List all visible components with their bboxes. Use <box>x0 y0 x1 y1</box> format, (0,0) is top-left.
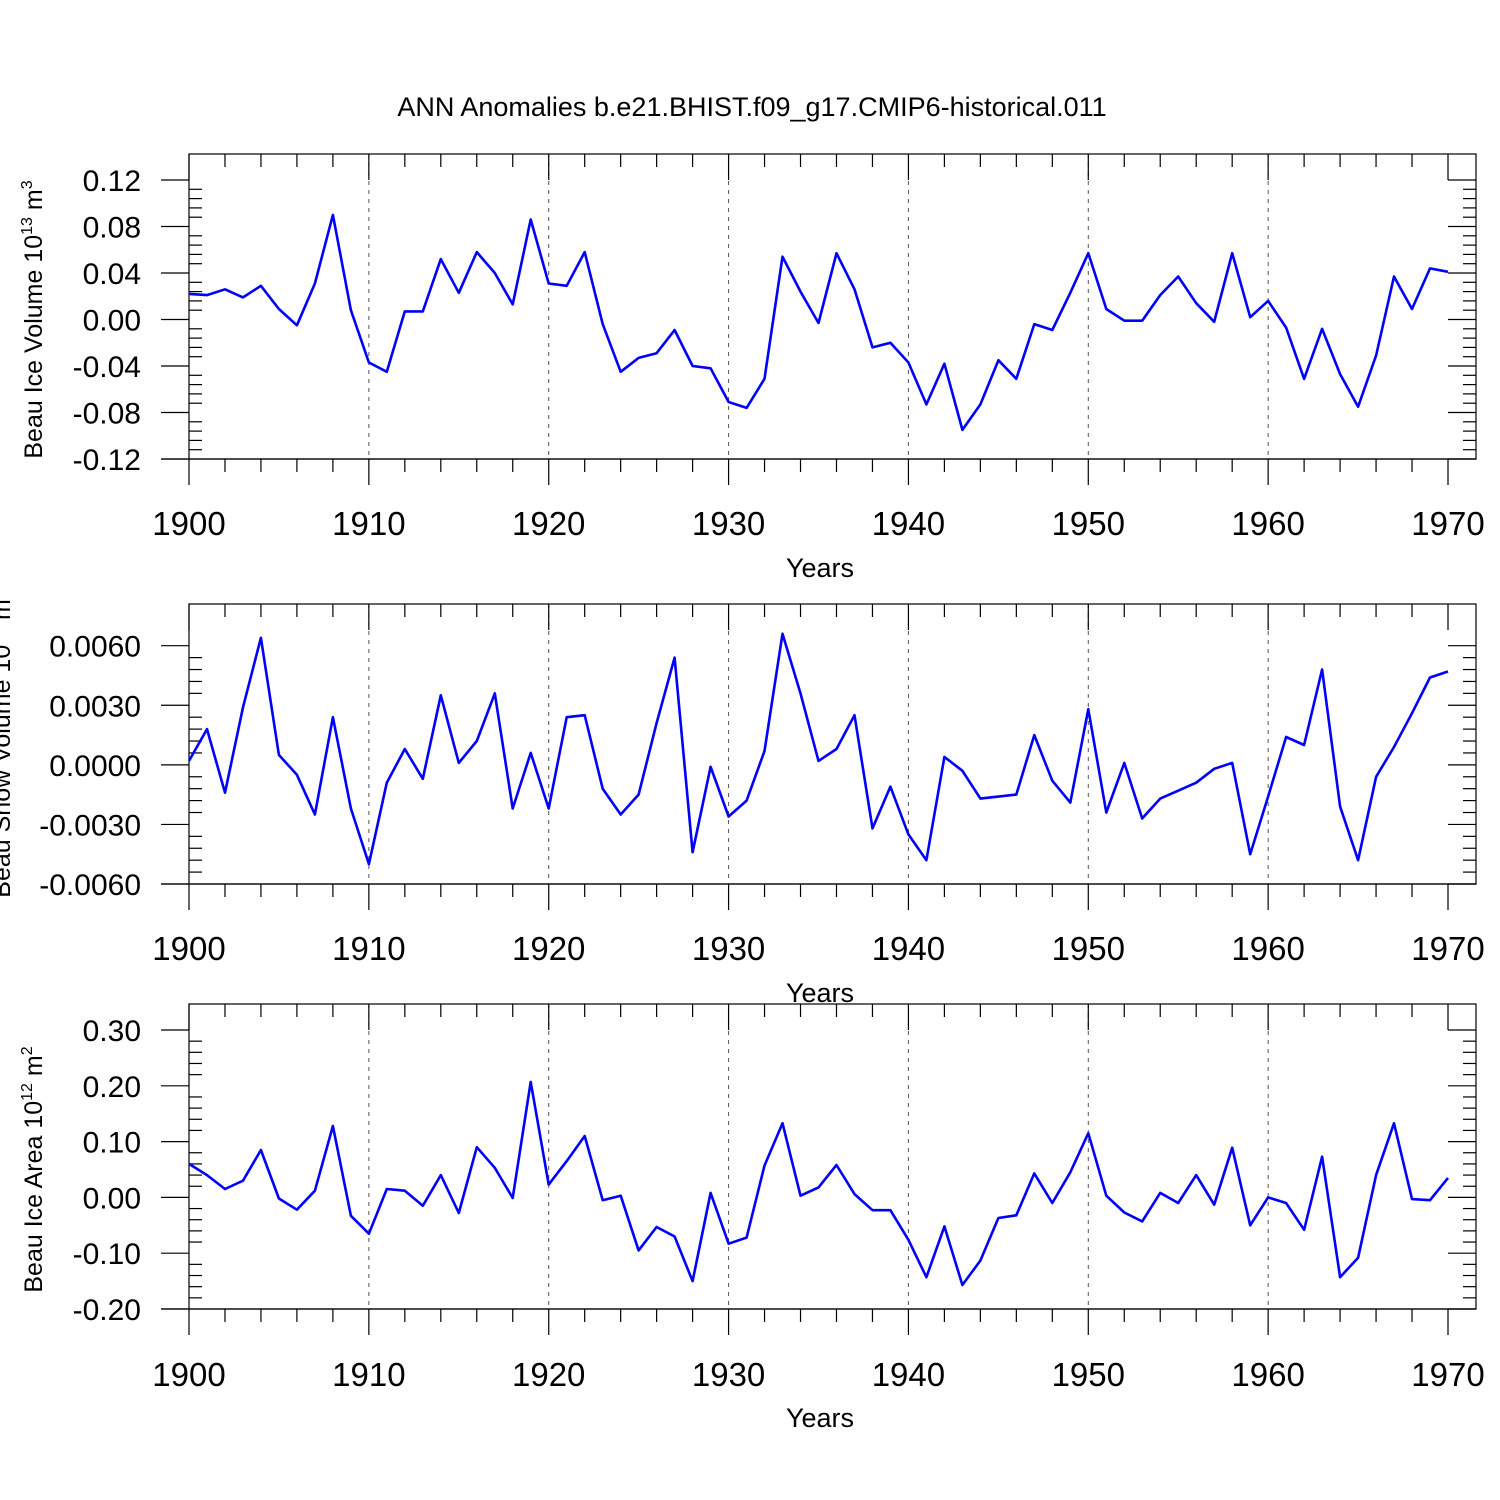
y-tick-label: 0.00 <box>83 305 141 338</box>
y-tick-label: 0.0030 <box>49 690 141 723</box>
y-tick-label: -0.0060 <box>39 869 141 902</box>
y-label-unit-exponent: 2 <box>19 1046 36 1055</box>
y-tick-label: -0.08 <box>73 398 141 431</box>
x-tick-label: 1970 <box>1411 1356 1484 1393</box>
y-label-unit: m <box>20 189 48 217</box>
panel-1: 1900 1910 1920 1930 1940 1950 1960 1970 -0.12 -0.… <box>19 153 1485 583</box>
x-tick-label: 1960 <box>1231 1356 1304 1393</box>
plot-frame <box>188 153 1477 460</box>
y-tick-label: 0.00 <box>83 1182 141 1215</box>
y-axis-label: Beau Ice Area 1012 m2 <box>19 1046 48 1292</box>
x-tick-label: 1900 <box>152 505 225 542</box>
x-tick-label: 1930 <box>692 1356 765 1393</box>
y-label-main: Beau Ice Volume 10 <box>20 235 48 459</box>
y-tick-label: -0.20 <box>73 1294 141 1327</box>
y-label-exponent: 13 <box>0 627 4 645</box>
y-label-unit: m <box>20 1055 48 1083</box>
y-tick-label: 0.30 <box>83 1015 141 1048</box>
x-tick-label: 1970 <box>1411 930 1484 967</box>
x-tick-label: 1900 <box>152 930 225 967</box>
y-label-exponent: 13 <box>19 217 36 235</box>
y-label-unit-exponent: 3 <box>19 180 36 189</box>
panel-3: 1900 1910 1920 1930 1940 1950 1960 1970 -0.20 -0.… <box>19 1003 1485 1433</box>
x-axis-label: Years <box>786 978 854 1008</box>
y-axis-label: Beau Snow Volume 1013 m3 <box>0 590 16 898</box>
x-tick-label: 1960 <box>1231 930 1304 967</box>
x-tick-label: 1920 <box>512 930 585 967</box>
y-label-unit: m <box>0 599 16 627</box>
x-tick-label: 1940 <box>872 1356 945 1393</box>
x-tick-label: 1970 <box>1411 505 1484 542</box>
panel-2: 1900 1910 1920 1930 1940 1950 1960 1970 -0.0060 -… <box>0 590 1485 1008</box>
y-tick-label: 0.0060 <box>49 631 141 664</box>
x-tick-label: 1950 <box>1052 1356 1125 1393</box>
y-tick-label: 0.08 <box>83 212 141 245</box>
y-tick-label: 0.10 <box>83 1127 141 1160</box>
y-axis-label: Beau Ice Volume 1013 m3 <box>19 180 48 458</box>
x-axis-label: Years <box>786 553 854 583</box>
y-label-main: Beau Ice Area 10 <box>20 1101 48 1293</box>
y-tick-label: -0.10 <box>73 1238 141 1271</box>
x-axis-label: Years <box>786 1403 854 1433</box>
data-series-line <box>188 213 1449 432</box>
data-series-line <box>188 1080 1450 1287</box>
x-tick-label: 1910 <box>332 1356 405 1393</box>
y-tick-label: -0.04 <box>73 351 141 384</box>
x-tick-label: 1900 <box>152 1356 225 1393</box>
x-tick-label: 1930 <box>692 930 765 967</box>
x-tick-label: 1910 <box>332 930 405 967</box>
y-tick-label: 0.04 <box>83 258 141 291</box>
y-label-main: Beau Snow Volume 10 <box>0 645 16 898</box>
x-tick-label: 1950 <box>1052 930 1125 967</box>
x-tick-label: 1960 <box>1231 505 1304 542</box>
x-tick-label: 1950 <box>1052 505 1125 542</box>
x-tick-label: 1920 <box>512 1356 585 1393</box>
chart-title: ANN Anomalies b.e21.BHIST.f09_g17.CMIP6-… <box>397 92 1106 122</box>
y-tick-label: 0.12 <box>83 165 141 198</box>
x-tick-label: 1920 <box>512 505 585 542</box>
x-tick-label: 1940 <box>872 505 945 542</box>
y-label-unit-exponent: 3 <box>0 590 4 599</box>
x-tick-label: 1910 <box>332 505 405 542</box>
y-label-exponent: 12 <box>19 1083 36 1101</box>
y-tick-label: -0.12 <box>73 444 141 477</box>
y-tick-label: 0.0000 <box>49 750 141 783</box>
y-tick-label: 0.20 <box>83 1071 141 1104</box>
plot-frame <box>188 1003 1477 1310</box>
x-tick-label: 1930 <box>692 505 765 542</box>
data-series-line <box>187 632 1449 866</box>
y-tick-label: -0.0030 <box>39 809 141 842</box>
x-tick-label: 1940 <box>872 930 945 967</box>
